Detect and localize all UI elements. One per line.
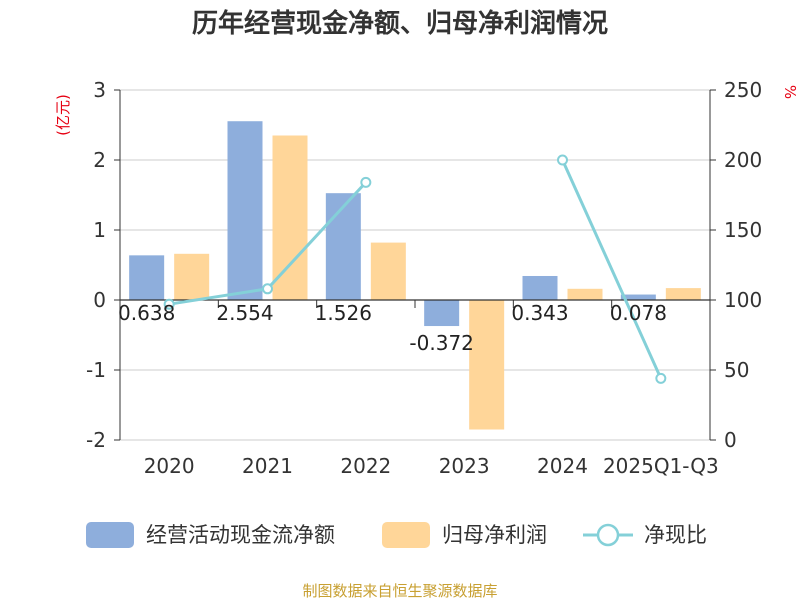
- net-profit-bar: [272, 135, 308, 300]
- legend-swatch-cashflow: [86, 522, 134, 548]
- cashflow-bar: [129, 255, 165, 300]
- cashflow-data-label: 2.554: [216, 301, 273, 325]
- legend-swatch-ratio-marker: [596, 523, 620, 547]
- x-tick-label: 2025Q1-Q3: [603, 454, 719, 478]
- left-tick-label: -2: [86, 428, 106, 452]
- cashflow-data-label: -0.372: [409, 331, 473, 355]
- right-tick-label: 50: [724, 358, 749, 382]
- x-tick-label: 2024: [537, 454, 588, 478]
- x-tick-label: 2021: [242, 454, 293, 478]
- x-tick-label: 2022: [340, 454, 391, 478]
- right-tick-label: 150: [724, 218, 762, 242]
- net-profit-bar: [174, 253, 210, 300]
- cashflow-bar: [227, 121, 263, 300]
- ratio-line-segment: [561, 159, 663, 380]
- cashflow-data-label: 0.638: [118, 301, 175, 325]
- right-axis-unit: %: [781, 85, 799, 99]
- ratio-point: [360, 176, 372, 188]
- x-tick-label: 2020: [144, 454, 195, 478]
- legend: 经营活动现金流净额 归母净利润 净现比: [86, 522, 707, 548]
- left-tick-label: 1: [93, 218, 106, 242]
- cashflow-data-label: 1.526: [315, 301, 372, 325]
- ratio-point: [557, 154, 568, 166]
- left-tick-label: 3: [93, 78, 106, 102]
- legend-label-net-profit: 归母净利润: [442, 523, 547, 547]
- cashflow-data-label: 0.343: [511, 301, 568, 325]
- ratio-point: [163, 298, 175, 310]
- right-tick-label: 250: [724, 78, 762, 102]
- legend-label-ratio: 净现比: [644, 523, 707, 547]
- cashflow-bar: [424, 300, 460, 327]
- net-profit-bar: [469, 300, 505, 430]
- left-axis-unit: (亿元): [54, 94, 72, 136]
- legend-label-cashflow: 经营活动现金流净额: [146, 523, 335, 547]
- cashflow-bar: [325, 193, 361, 300]
- left-tick-label: 2: [93, 148, 106, 172]
- cashflow-bar: [522, 275, 558, 300]
- right-tick-label: 100: [724, 288, 762, 312]
- ratio-line: [163, 154, 667, 384]
- ratio-point: [655, 372, 667, 384]
- net-profit-bar: [370, 242, 406, 300]
- net-profit-bar: [567, 288, 603, 300]
- chart-title: 历年经营现金净额、归母净利润情况: [192, 8, 608, 39]
- net-profit-bar: [665, 288, 701, 300]
- left-tick-label: 0: [93, 288, 106, 312]
- axes: -2 -1 0 1 2 3 0 50 100 150 200 250 2020 2021 2022 2023 2…: [86, 78, 762, 478]
- right-tick-label: 200: [724, 148, 762, 172]
- cashflow-bar: [620, 294, 656, 300]
- source-note: 制图数据来自恒生聚源数据库: [302, 582, 497, 600]
- ratio-point: [262, 283, 273, 295]
- cashflow-data-label: 0.078: [610, 301, 667, 325]
- data-labels: 0.638 2.554 1.526 -0.372 0.343 0.078: [118, 301, 667, 355]
- right-tick-label: 0: [724, 428, 737, 452]
- legend-swatch-net-profit: [382, 522, 430, 548]
- left-tick-label: -1: [86, 358, 106, 382]
- bars: [129, 121, 701, 430]
- x-tick-label: 2023: [439, 454, 490, 478]
